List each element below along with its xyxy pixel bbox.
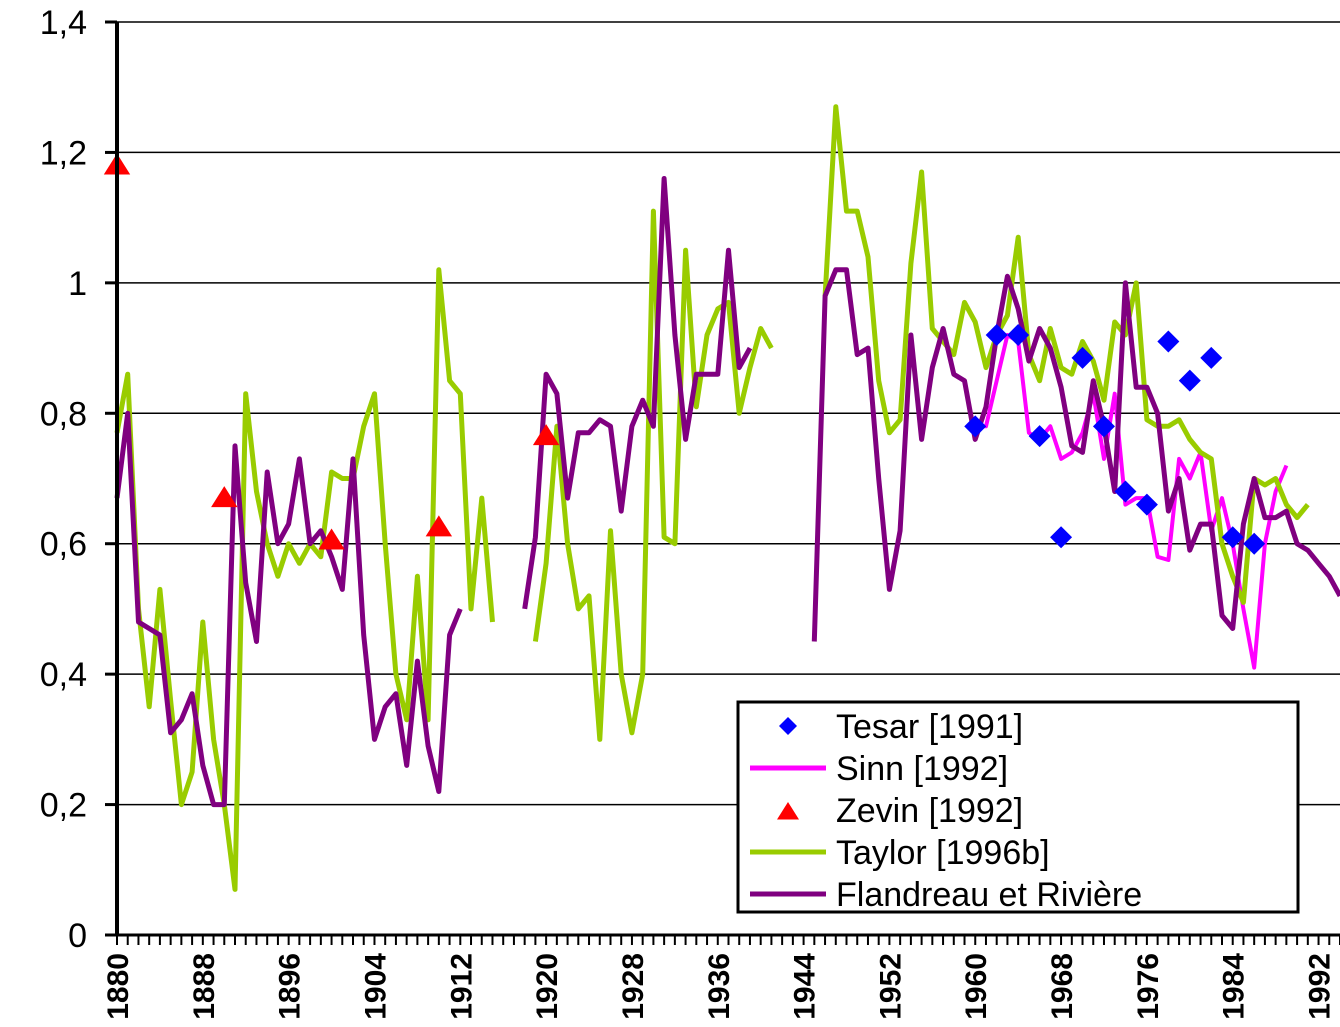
legend-label: Sinn [1992] xyxy=(836,750,1008,788)
y-tick-label: 0,4 xyxy=(40,656,87,694)
legend-swatch xyxy=(777,802,799,820)
triangle-marker xyxy=(211,486,238,508)
x-tick-label: 1992 xyxy=(1304,953,1337,1020)
x-tick-label: 1888 xyxy=(188,953,221,1020)
diamond-marker xyxy=(1178,369,1201,392)
x-tick-label: 1976 xyxy=(1132,953,1165,1020)
x-tick-label: 1928 xyxy=(617,953,650,1020)
y-tick-label: 0,6 xyxy=(40,526,87,564)
x-tick-label: 1960 xyxy=(960,953,993,1020)
series-line xyxy=(114,410,463,808)
diamond-marker xyxy=(1028,425,1051,448)
y-tick-label: 1,2 xyxy=(40,134,87,172)
diamond-marker xyxy=(1114,480,1137,503)
x-tick-label: 1936 xyxy=(703,953,736,1020)
diamond-marker xyxy=(1200,346,1223,369)
x-tick-label: 1904 xyxy=(359,953,392,1020)
series-line xyxy=(532,208,774,742)
x-tick-label: 1912 xyxy=(445,953,478,1020)
y-tick-label: 1,4 xyxy=(40,4,87,42)
diamond-marker xyxy=(985,324,1008,347)
series-line xyxy=(522,176,753,610)
y-tick-label: 0 xyxy=(68,917,87,955)
triangle-marker xyxy=(425,515,453,537)
diamond-marker xyxy=(1092,415,1115,438)
diamond-marker xyxy=(1243,532,1266,555)
plot-area xyxy=(103,104,1340,892)
legend-label: Zevin [1992] xyxy=(836,792,1023,830)
legend-label: Tesar [1991] xyxy=(836,708,1023,746)
diamond-marker xyxy=(1071,346,1094,369)
series-line xyxy=(114,267,495,892)
series-line xyxy=(822,104,1310,605)
triangle-marker xyxy=(532,424,560,446)
x-tick-label: 1880 xyxy=(102,953,135,1020)
y-tick-label: 1 xyxy=(68,265,87,303)
diamond-marker xyxy=(1007,324,1030,347)
diamond-marker xyxy=(964,415,987,438)
legend-label: Taylor [1996b] xyxy=(836,834,1050,872)
legend-box xyxy=(736,700,1300,914)
diamond-marker xyxy=(1135,493,1158,516)
x-tick-label: 1952 xyxy=(874,953,907,1020)
x-tick-label: 1984 xyxy=(1218,953,1251,1020)
series-line xyxy=(975,333,1289,670)
x-tick-label: 1920 xyxy=(531,953,564,1020)
x-tick-label: 1896 xyxy=(274,953,307,1020)
series-line xyxy=(811,267,1340,642)
diamond-marker xyxy=(1221,526,1244,549)
legend-swatch xyxy=(779,717,797,735)
diamond-marker xyxy=(1157,330,1180,353)
y-tick-label: 0,2 xyxy=(40,787,87,825)
y-axis-ticks: 0 0,2 0,4 0,6 0,8 1 1,2 1,4 xyxy=(40,4,117,955)
legend-label: Flandreau et Rivière xyxy=(836,876,1142,914)
x-tick-label: 1944 xyxy=(789,953,822,1020)
y-tick-label: 0,8 xyxy=(40,395,87,433)
legend: Tesar [1991] Sinn [1992] Zevin [1992] Taylo… xyxy=(736,700,1300,914)
x-axis-ticks: 1880 1888 1896 1904 1912 1920 1928 1936 1944 1952… xyxy=(102,935,1340,1020)
diamond-marker xyxy=(1050,526,1073,549)
x-tick-label: 1968 xyxy=(1046,953,1079,1020)
triangle-marker xyxy=(318,528,345,550)
